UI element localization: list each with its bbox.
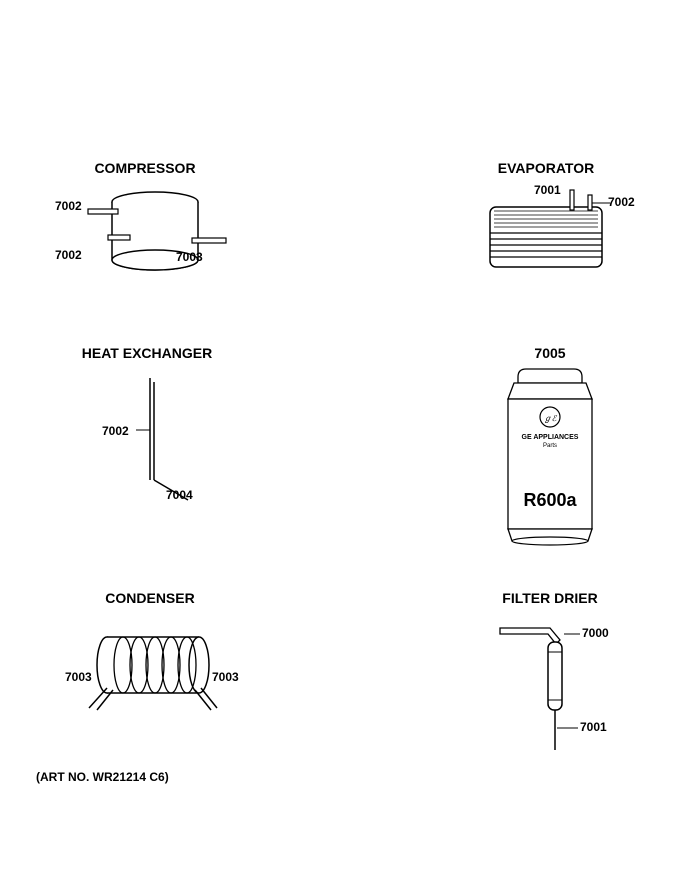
filter-drier-title: FILTER DRIER — [490, 590, 610, 606]
condenser-label-7003b: 7003 — [212, 670, 239, 684]
evaporator-title: EVAPORATOR — [486, 160, 606, 176]
evaporator-label-7002: 7002 — [608, 195, 635, 209]
compressor-label-7002b: 7002 — [55, 248, 82, 262]
compressor-label-7002a: 7002 — [55, 199, 82, 213]
refrigerant-product: R600a — [508, 490, 592, 511]
condenser-title: CONDENSER — [90, 590, 210, 606]
filter-drier-label-7000: 7000 — [582, 626, 609, 640]
svg-text:ℊℰ: ℊℰ — [544, 414, 558, 423]
heat-exchanger-label-7004: 7004 — [166, 488, 193, 502]
compressor-title: COMPRESSOR — [85, 160, 205, 176]
heat-exchanger-title: HEAT EXCHANGER — [67, 345, 227, 361]
heat-exchanger-label-7002: 7002 — [102, 424, 129, 438]
condenser-label-7003a: 7003 — [65, 670, 92, 684]
refrigerant-subtext: Parts — [508, 443, 592, 449]
compressor-drawing — [70, 180, 250, 300]
compressor-label-7003: 7003 — [176, 250, 203, 264]
art-number: (ART NO. WR21214 C6) — [36, 770, 169, 784]
refrigerant-title: 7005 — [510, 345, 590, 361]
refrigerant-brand: GE APPLIANCES — [508, 434, 592, 441]
refrigerant-drawing: ℊℰ — [470, 365, 630, 565]
filter-drier-label-7001: 7001 — [580, 720, 607, 734]
evaporator-label-7001: 7001 — [534, 183, 561, 197]
